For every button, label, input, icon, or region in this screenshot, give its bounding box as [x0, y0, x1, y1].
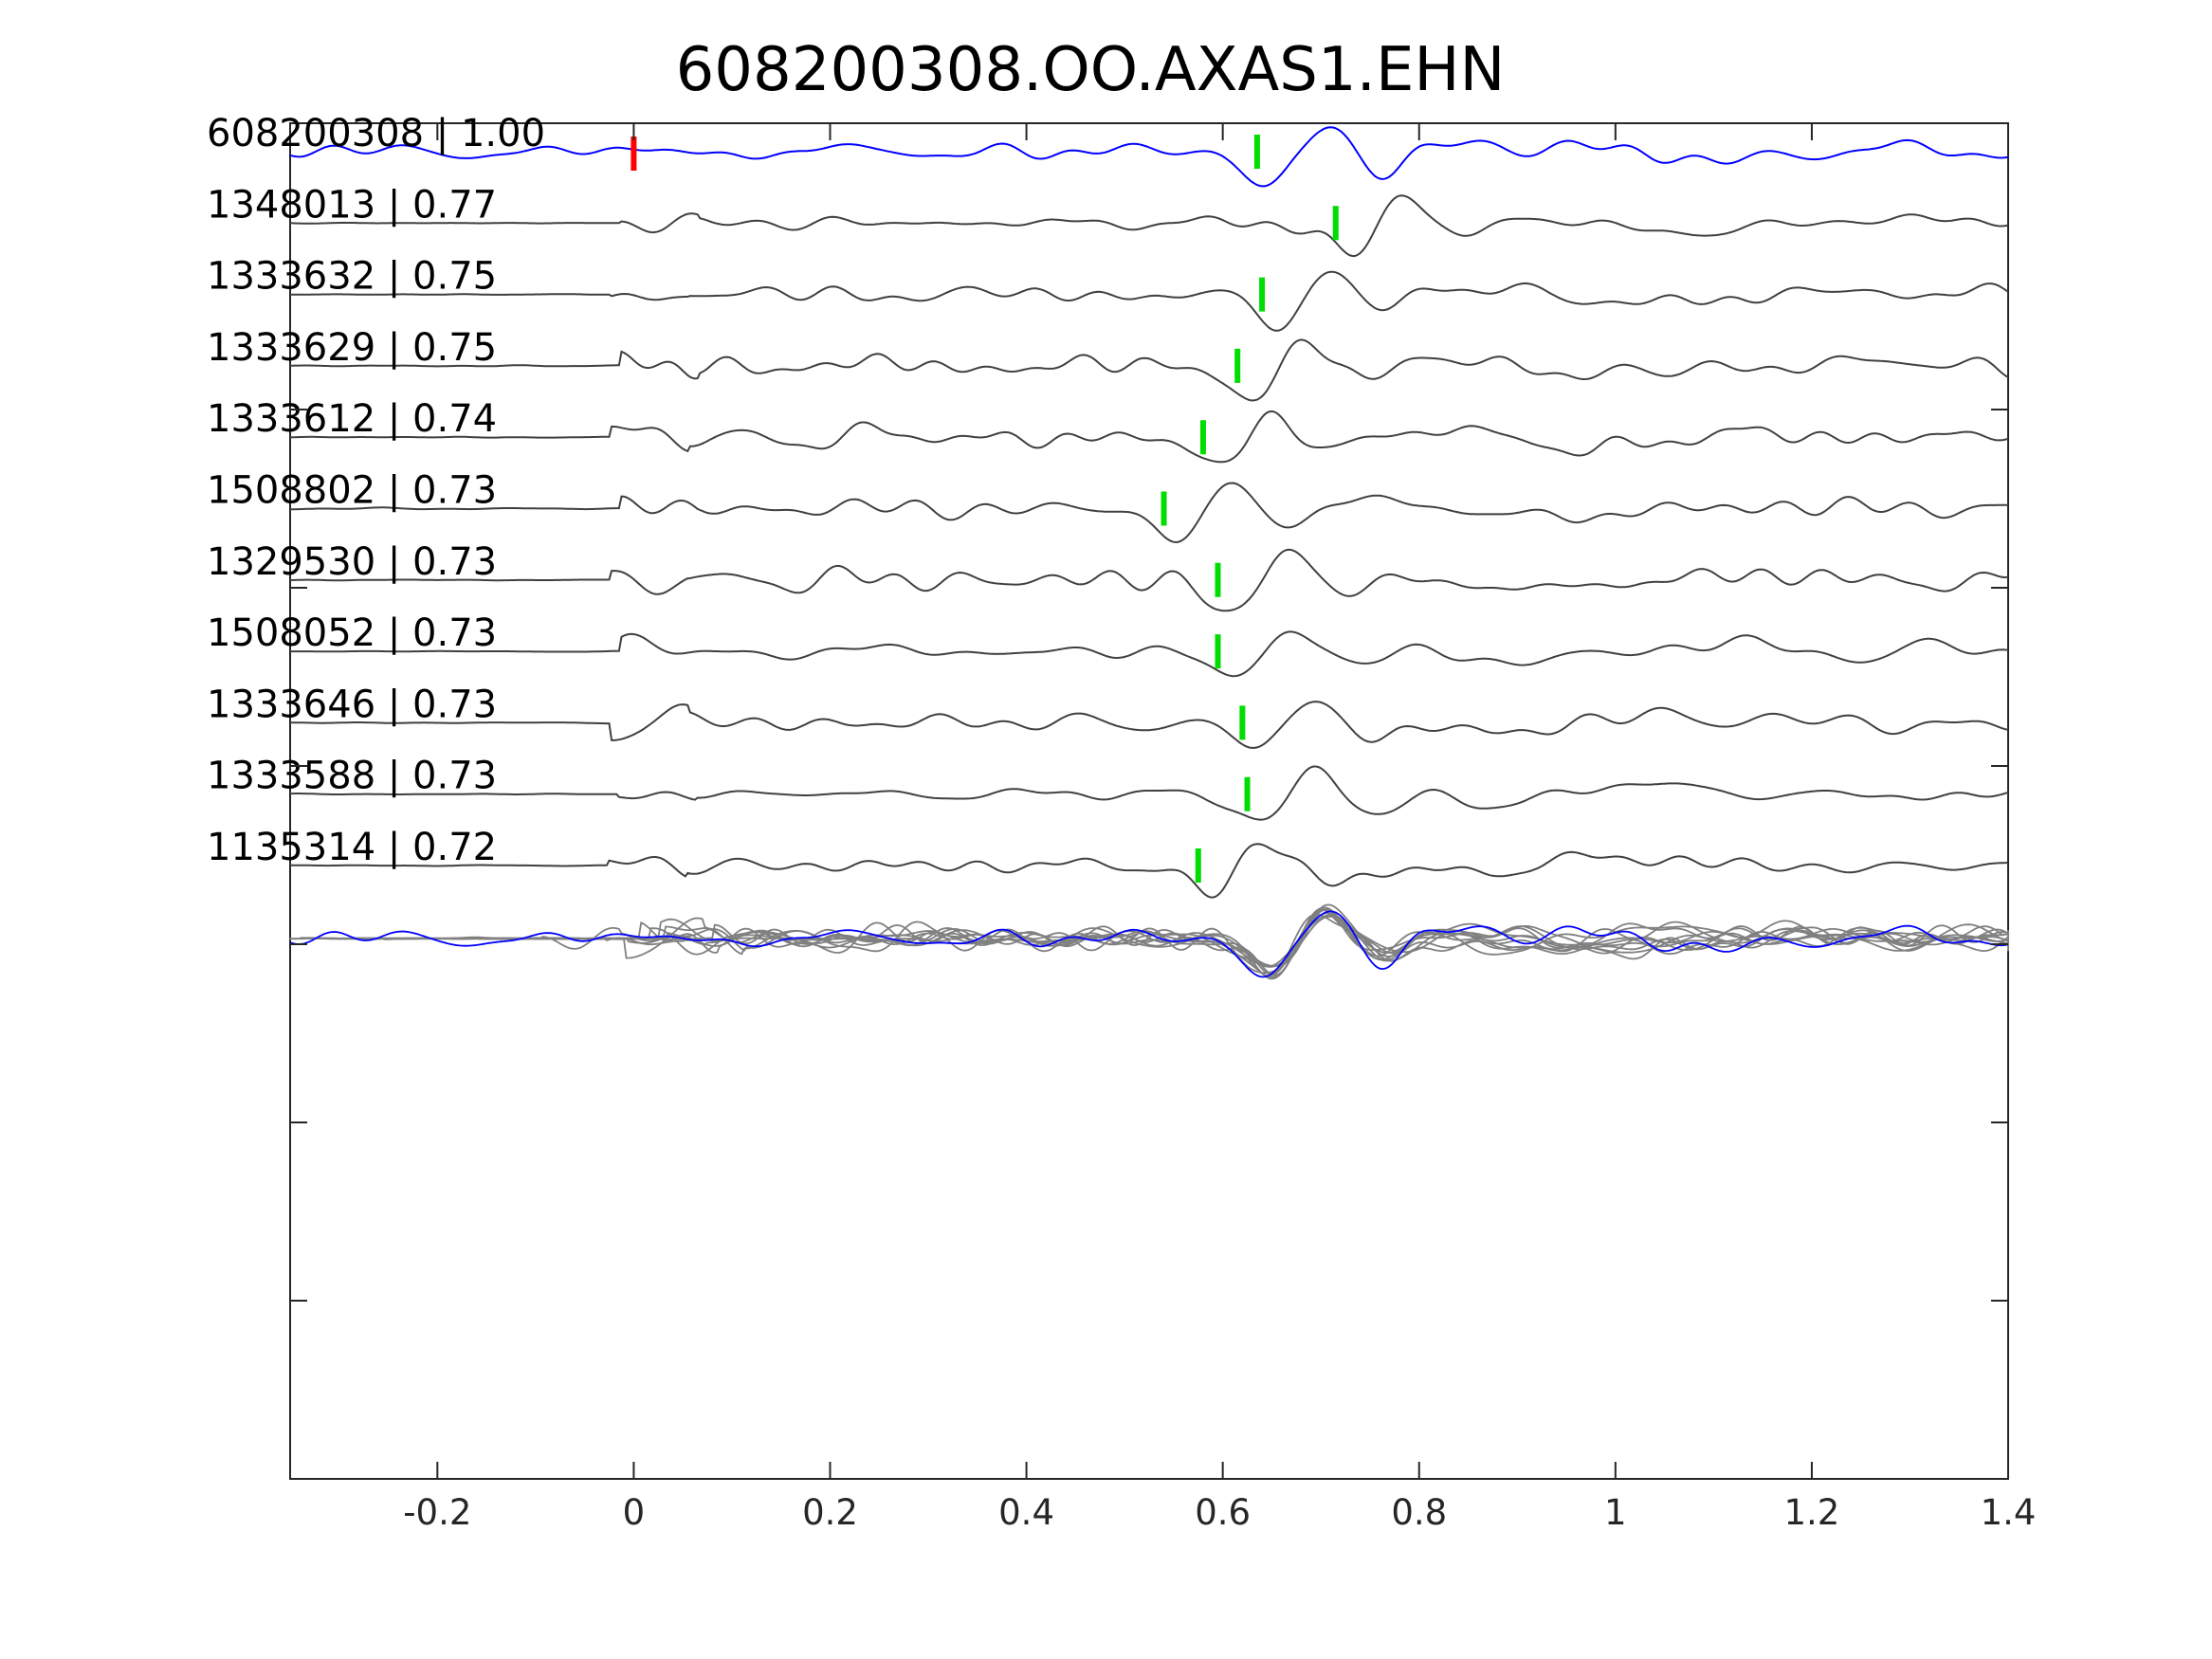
x-axis: -0.2 0 0.2 0.4 0.6 0.8 1 1.2 1.4	[403, 123, 2036, 1533]
trace-labels: 608200308 | 1.00 1348013 | 0.77 1333632 | …	[207, 112, 545, 869]
x-tick-label: 1	[1604, 1492, 1627, 1533]
trace-label: 1508052 | 0.73	[207, 611, 497, 655]
trace-waveform	[289, 410, 2009, 464]
trace-label: 1333588 | 0.73	[207, 755, 497, 798]
trace-label: 1333629 | 0.75	[207, 326, 497, 370]
x-tick-label: 0.4	[998, 1492, 1054, 1533]
x-tick-label: 0.6	[1195, 1492, 1251, 1533]
x-tick-label: 1.2	[1783, 1492, 1839, 1533]
stacked-waveforms	[289, 903, 2009, 980]
trace-label: 1348013 | 0.77	[207, 183, 497, 227]
x-tick-label: 0	[623, 1492, 646, 1533]
x-tick-label: 1.4	[1981, 1492, 2037, 1533]
x-tick-label: -0.2	[403, 1492, 471, 1533]
plot-area	[289, 122, 2009, 1480]
trace-label: 1333632 | 0.75	[207, 255, 497, 299]
trace-waveform	[290, 630, 2009, 678]
waveform-traces	[289, 126, 2009, 899]
trace-waveform	[290, 765, 2009, 821]
trace-waveform	[290, 701, 2009, 749]
trace-waveform	[290, 338, 2009, 402]
trace-label: 608200308 | 1.00	[207, 112, 545, 155]
stacked-template-waveform	[289, 910, 2009, 978]
pick-markers	[631, 135, 1339, 883]
x-tick-label: 0.8	[1391, 1492, 1447, 1533]
trace-label: 1508802 | 0.73	[207, 469, 497, 513]
trace-waveform	[289, 194, 2009, 258]
x-tick-label: 0.2	[802, 1492, 858, 1533]
trace-label: 1135314 | 0.72	[207, 826, 497, 869]
trace-waveform	[289, 548, 2009, 612]
trace-label: 1333612 | 0.74	[207, 397, 497, 441]
trace-label: 1333646 | 0.73	[207, 683, 497, 726]
y-axis-ticks	[290, 409, 2008, 1480]
trace-label: 1329530 | 0.73	[207, 540, 497, 584]
chart-title: 608200308.OO.AXAS1.EHN	[676, 35, 1506, 105]
template-waveform	[289, 126, 2009, 188]
trace-waveform	[290, 270, 2009, 332]
trace-waveform	[290, 482, 2009, 544]
trace-waveform	[290, 843, 2009, 899]
